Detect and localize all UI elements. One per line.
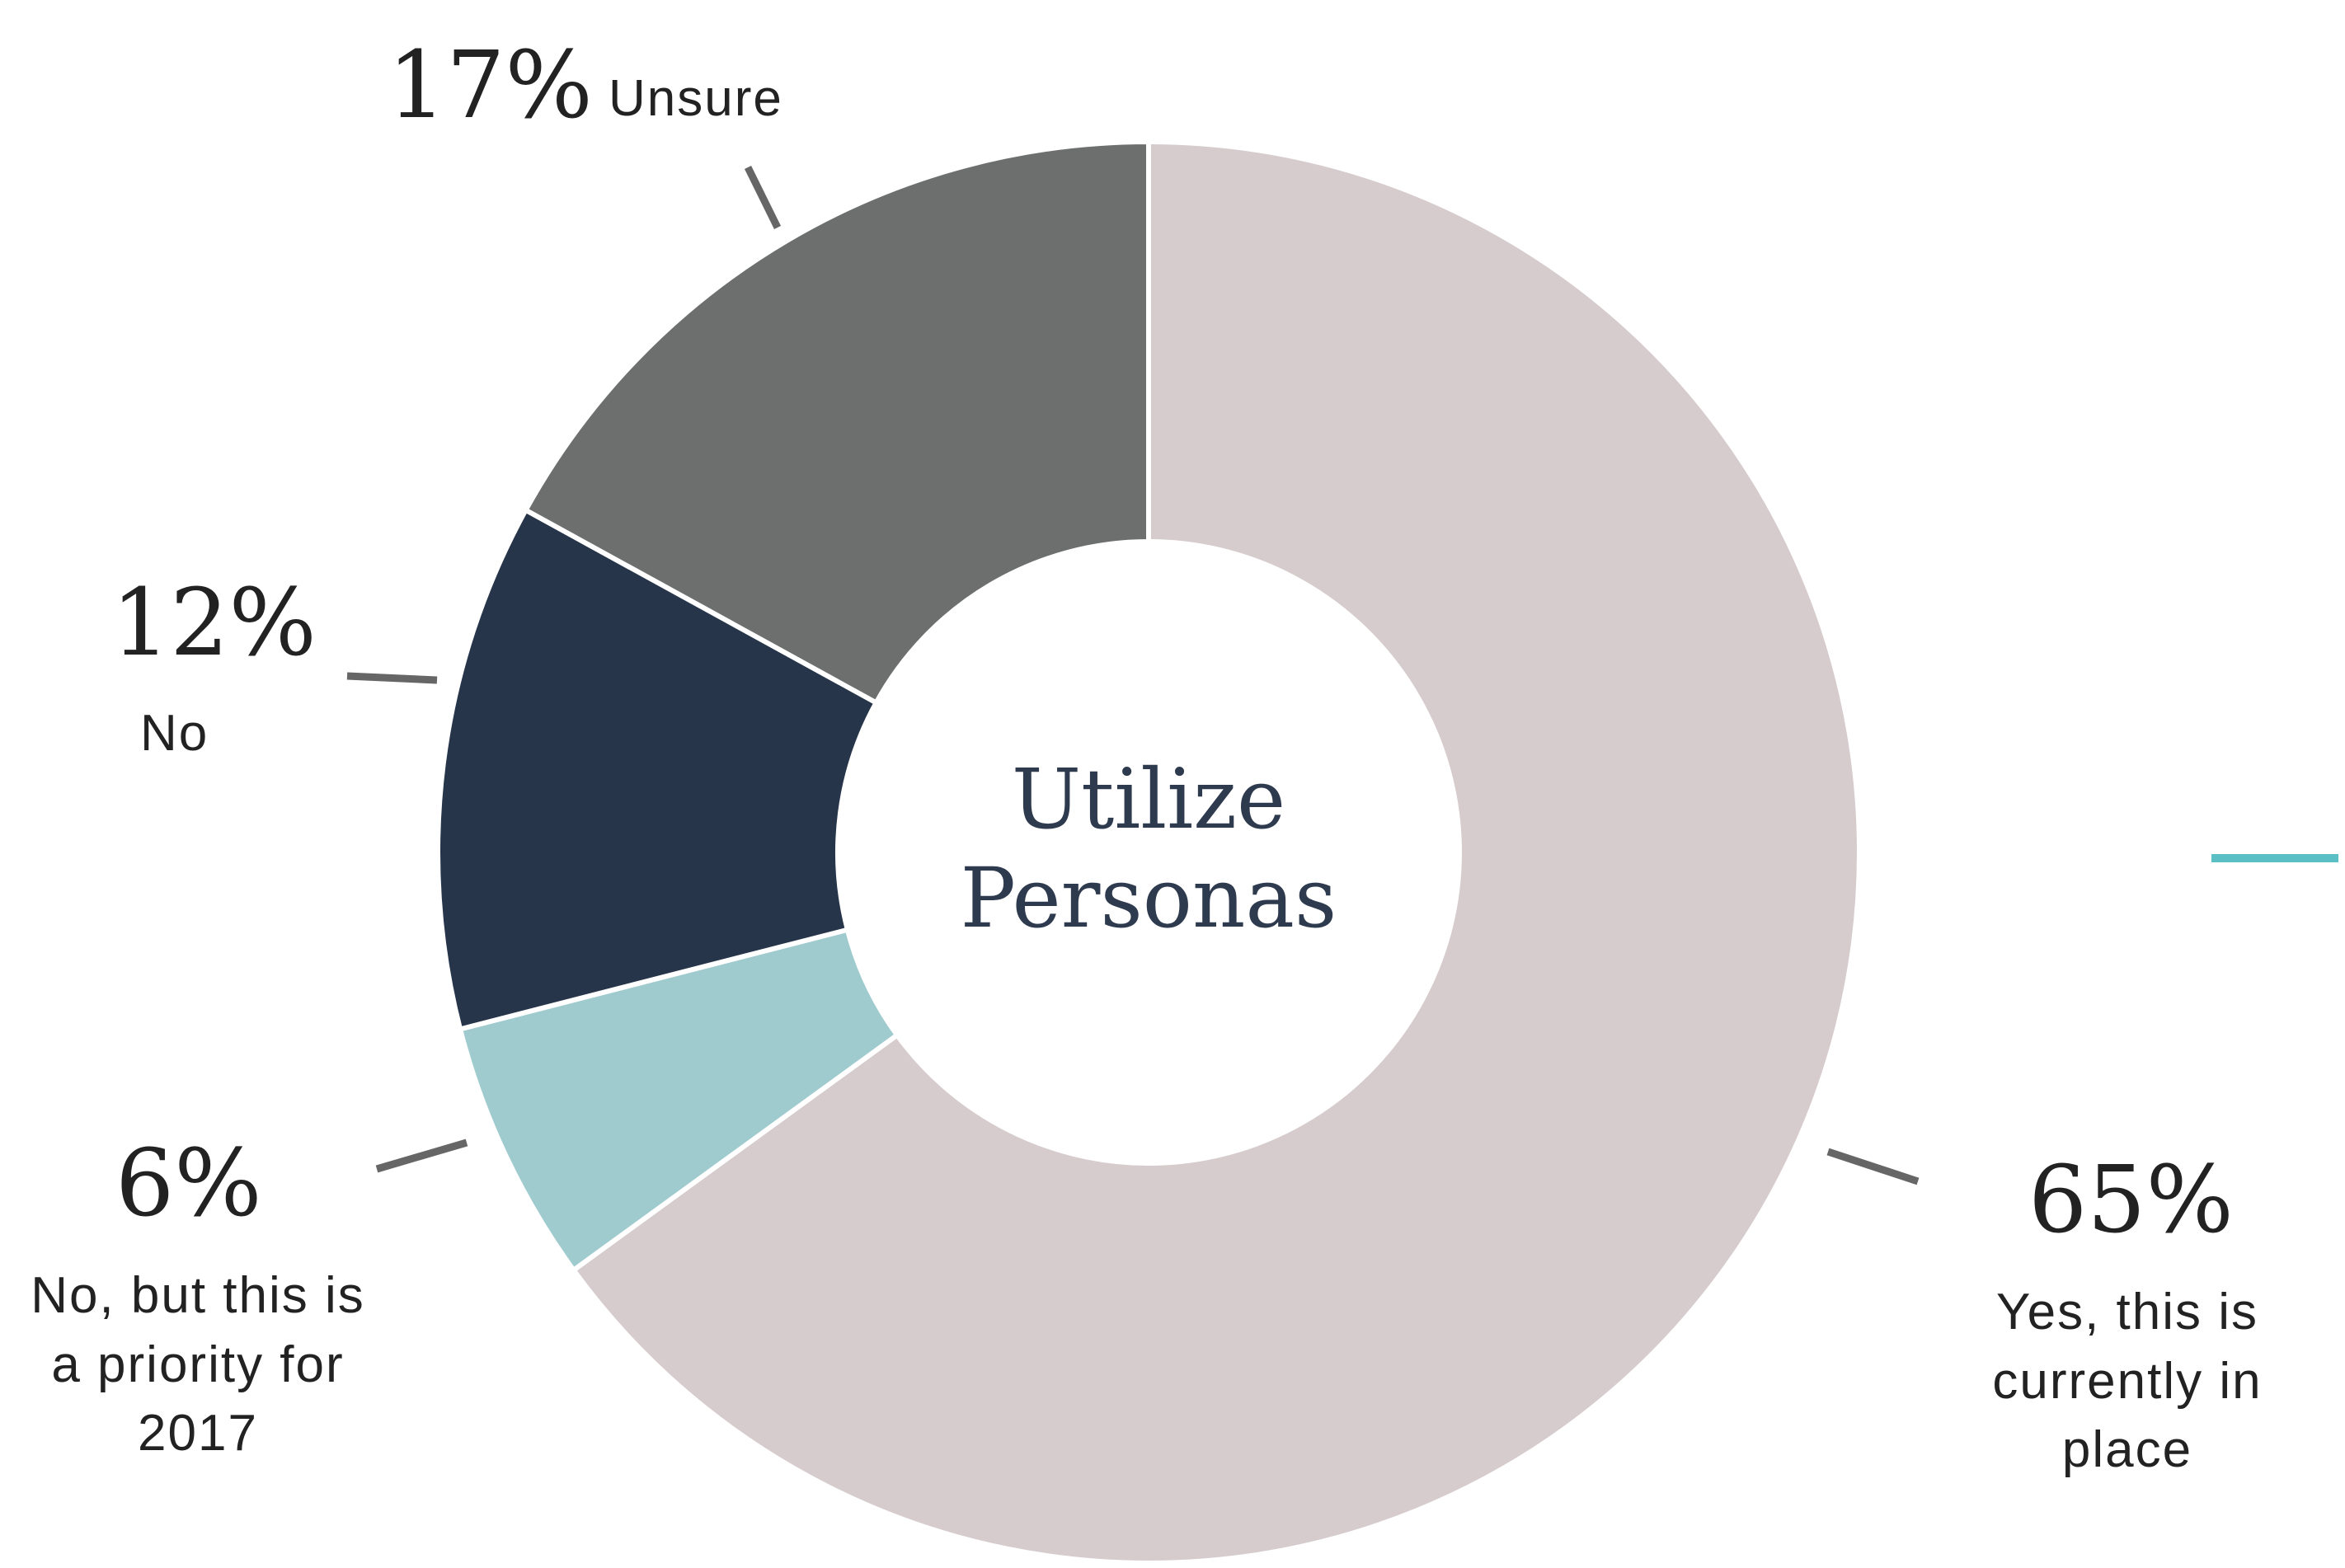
donut-slice	[457, 927, 901, 1274]
leader-line	[375, 1138, 468, 1173]
center-title: Utilize Personas	[961, 751, 1337, 946]
value-label: 6%	[115, 1130, 262, 1237]
donut-slice	[570, 138, 1862, 1566]
donut-slice	[522, 138, 1151, 707]
value-label: 12%	[111, 570, 317, 677]
leader-line	[744, 166, 782, 229]
donut-slice	[435, 506, 880, 1033]
category-label: Yes, this is currently in place	[1992, 1284, 2263, 1479]
category-label: No, but this is a priority for 2017	[31, 1267, 365, 1462]
value-label: 17%	[388, 32, 593, 139]
leader-line	[1826, 1148, 1920, 1185]
leader-line	[346, 672, 438, 684]
category-label: No	[140, 705, 209, 762]
category-label: Unsure	[609, 70, 783, 127]
value-label: 65%	[2028, 1147, 2234, 1254]
